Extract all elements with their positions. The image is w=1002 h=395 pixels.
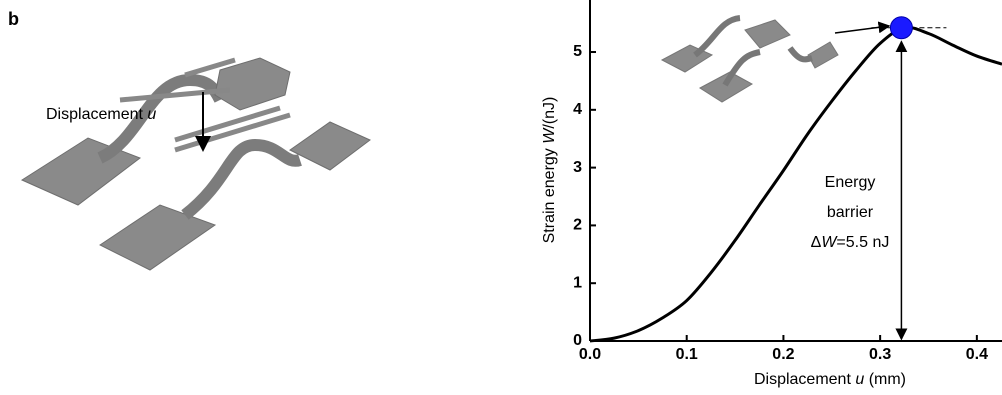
y-tick-label: 2 (573, 217, 582, 234)
y-axis-title: Strain energy W/(nJ) (541, 97, 558, 244)
x-tick-label: 0.3 (869, 346, 891, 363)
y-tick-label: 1 (573, 274, 582, 291)
energy-curve (590, 27, 1002, 341)
x-axis-title: Displacement u (mm) (754, 371, 906, 388)
y-title-unit: /(nJ) (541, 97, 558, 129)
inset-illustration (662, 18, 838, 102)
panel-label: b (8, 9, 19, 29)
x-title-text: Displacement (754, 371, 855, 388)
peak-marker (890, 17, 912, 39)
label-symbol: u (147, 106, 156, 123)
annotation-text: Energy (825, 174, 876, 191)
annotation-text: barrier (827, 204, 874, 221)
x-tick-label: 0.1 (676, 346, 698, 363)
inset-arrow (835, 26, 889, 33)
y-tick-label: 5 (573, 43, 582, 60)
x-tick-label: 0.2 (772, 346, 794, 363)
x-title-symbol: u (855, 371, 864, 388)
y-tick-label: 3 (573, 159, 582, 176)
x-tick-label: 0.0 (579, 346, 601, 363)
y-tick-label: 4 (573, 101, 582, 118)
illustration-label: Displacement u (46, 106, 156, 123)
delta-part: =5.5 nJ (836, 234, 889, 251)
figure: b Displacement u Strain energy W/(nJ) Di… (0, 0, 1002, 395)
device-illustration (22, 58, 370, 270)
y-title-text: Strain energy (541, 144, 558, 244)
x-title-unit: (mm) (864, 371, 906, 388)
x-tick-label: 0.4 (966, 346, 988, 363)
annotation-delta: ΔW=5.5 nJ (811, 234, 890, 251)
delta-part: Δ (811, 234, 822, 251)
label-text: Displacement (46, 106, 147, 123)
